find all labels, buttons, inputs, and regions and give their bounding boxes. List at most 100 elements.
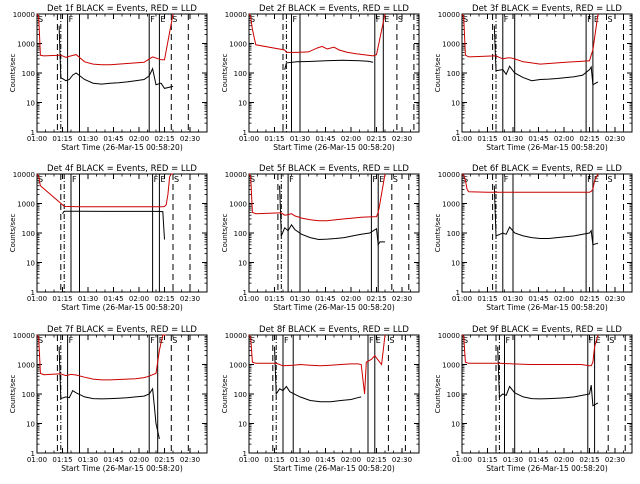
series-line-lld xyxy=(248,173,386,222)
marker-label: F xyxy=(69,15,74,24)
x-tick-label: 02:30 xyxy=(180,295,200,303)
series-line-events xyxy=(493,25,599,86)
y-axis-title: Counts/sec xyxy=(221,214,229,253)
y-axis-title: Counts/sec xyxy=(434,54,442,93)
panel-title: Det 2f BLACK = Events, RED = LLD xyxy=(259,4,409,14)
y-tick-label: 1000 xyxy=(442,362,460,370)
x-tick-label: 02:15 xyxy=(366,456,386,464)
panel-title: Det 8f BLACK = Events, RED = LLD xyxy=(259,325,409,335)
y-tick-label: 100 xyxy=(234,230,247,238)
panel-title: Det 5f BLACK = Events, RED = LLD xyxy=(259,164,409,174)
y-tick-label: 1000 xyxy=(442,41,460,49)
marker-label: S xyxy=(172,336,177,345)
y-tick-label: 1000 xyxy=(229,41,247,49)
series-line-events xyxy=(58,25,174,89)
x-tick-label: 02:00 xyxy=(554,135,574,143)
axis-frame xyxy=(36,173,208,293)
y-tick-label: 1 xyxy=(243,129,247,137)
y-tick-label: 100 xyxy=(447,70,460,78)
y-tick-label: 1 xyxy=(243,450,247,458)
x-tick-label: 01:15 xyxy=(477,295,497,303)
x-tick-label: 01:15 xyxy=(264,456,284,464)
x-tick-label: 02:15 xyxy=(366,135,386,143)
x-tick-label: 01:00 xyxy=(27,135,47,143)
marker-label: E xyxy=(596,336,601,345)
x-tick-label: 02:30 xyxy=(605,295,625,303)
y-tick-label: 100 xyxy=(22,230,35,238)
x-tick-label: 02:00 xyxy=(341,456,361,464)
x-tick-label: 01:30 xyxy=(78,295,98,303)
marker-label: F xyxy=(587,175,592,184)
marker-label: S xyxy=(393,175,398,184)
y-tick-label: 1000 xyxy=(17,362,35,370)
x-tick-label: 02:15 xyxy=(154,135,174,143)
x-tick-label: 02:30 xyxy=(180,135,200,143)
x-tick-label: 02:15 xyxy=(154,295,174,303)
x-tick-label: 01:45 xyxy=(528,456,548,464)
y-tick-label: 10 xyxy=(238,260,247,268)
y-tick-label: 10 xyxy=(238,100,247,108)
x-axis-title: Start Time (26-Mar-15 00:58:20) xyxy=(273,303,395,312)
x-tick-label: 02:15 xyxy=(579,295,599,303)
y-tick-label: 100 xyxy=(22,70,35,78)
marker-label: S xyxy=(174,175,179,184)
x-axis-title: Start Time (26-Mar-15 00:58:20) xyxy=(486,464,608,473)
y-tick-label: 10 xyxy=(451,421,460,429)
panel-title: Det 6f BLACK = Events, RED = LLD xyxy=(472,164,622,174)
series-line-events xyxy=(274,346,362,403)
y-tick-label: 10000 xyxy=(225,332,247,340)
x-tick-label: 01:00 xyxy=(27,456,47,464)
x-tick-label: 01:00 xyxy=(452,456,472,464)
y-axis-title: Counts/sec xyxy=(9,54,17,93)
x-tick-label: 02:30 xyxy=(605,135,625,143)
marker-label: S xyxy=(463,15,468,24)
y-tick-label: 1 xyxy=(456,289,460,297)
marker-label: F xyxy=(506,336,511,345)
y-tick-label: 100 xyxy=(22,391,35,399)
panel-title: Det 7f BLACK = Events, RED = LLD xyxy=(47,325,197,335)
x-tick-label: 02:00 xyxy=(341,135,361,143)
y-axis-title: Counts/sec xyxy=(221,54,229,93)
x-tick-label: 02:15 xyxy=(154,456,174,464)
y-axis-title: Counts/sec xyxy=(9,375,17,414)
marker-label: F xyxy=(376,15,381,24)
y-tick-label: 10 xyxy=(451,100,460,108)
marker-label: F xyxy=(72,175,77,184)
x-axis-title: Start Time (26-Mar-15 00:58:20) xyxy=(61,464,183,473)
series-line-events xyxy=(493,185,599,246)
y-tick-label: 10000 xyxy=(13,332,35,340)
x-tick-label: 01:15 xyxy=(477,456,497,464)
x-axis-title: Start Time (26-Mar-15 00:58:20) xyxy=(486,143,608,152)
series-line-lld xyxy=(36,173,173,208)
x-tick-label: 02:00 xyxy=(554,456,574,464)
marker-label: S xyxy=(609,336,614,345)
marker-label: S xyxy=(608,15,613,24)
y-tick-label: 10000 xyxy=(438,11,460,19)
marker-label: E xyxy=(384,15,389,24)
x-tick-label: 02:30 xyxy=(180,456,200,464)
marker-label: S xyxy=(250,175,255,184)
marker-label: F xyxy=(154,175,159,184)
marker-label: S xyxy=(38,15,43,24)
marker-label: F xyxy=(293,15,298,24)
x-tick-label: 01:30 xyxy=(290,295,310,303)
x-tick-label: 02:30 xyxy=(392,456,412,464)
panel-title: Det 3f BLACK = Events, RED = LLD xyxy=(472,4,622,14)
x-tick-label: 02:00 xyxy=(129,456,149,464)
y-tick-label: 1 xyxy=(243,289,247,297)
y-tick-label: 100 xyxy=(234,70,247,78)
panel-title: Det 4f BLACK = Events, RED = LLD xyxy=(47,164,197,174)
marker-label: E xyxy=(594,175,599,184)
x-tick-label: 01:45 xyxy=(103,135,123,143)
marker-label: S xyxy=(608,175,613,184)
y-tick-label: 10 xyxy=(26,421,35,429)
axis-frame xyxy=(248,173,420,293)
x-tick-label: 01:15 xyxy=(52,135,72,143)
y-tick-label: 1000 xyxy=(229,201,247,209)
series-line-lld xyxy=(248,334,386,395)
marker-label: S xyxy=(250,15,255,24)
y-axis-title: Counts/sec xyxy=(434,214,442,253)
x-tick-label: 01:00 xyxy=(239,456,259,464)
y-tick-label: 1000 xyxy=(229,362,247,370)
